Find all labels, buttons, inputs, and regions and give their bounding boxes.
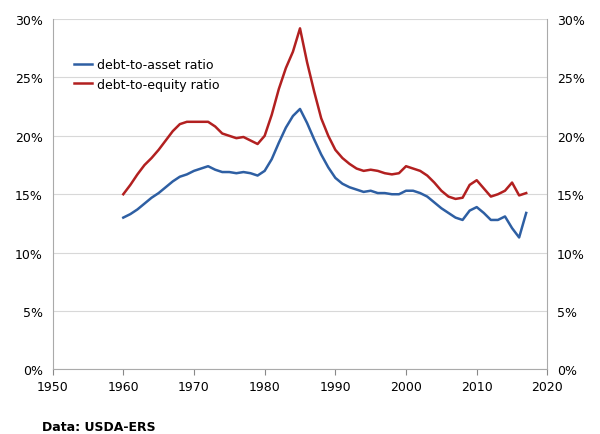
debt-to-asset ratio: [296, 107, 304, 112]
debt-to-asset ratio: [515, 235, 523, 240]
debt-to-equity ratio: [395, 171, 403, 176]
debt-to-asset ratio: [218, 170, 226, 175]
debt-to-asset ratio: [119, 216, 127, 221]
debt-to-equity ratio: [452, 197, 459, 202]
debt-to-asset ratio: [424, 194, 431, 200]
debt-to-asset ratio: [523, 211, 530, 216]
Text: Data: USDA-ERS: Data: USDA-ERS: [42, 420, 155, 433]
Line: debt-to-asset ratio: debt-to-asset ratio: [123, 110, 526, 238]
debt-to-equity ratio: [218, 132, 226, 137]
debt-to-asset ratio: [502, 214, 509, 220]
debt-to-equity ratio: [424, 174, 431, 179]
debt-to-equity ratio: [119, 192, 127, 197]
Legend: debt-to-asset ratio, debt-to-equity ratio: debt-to-asset ratio, debt-to-equity rati…: [69, 54, 225, 96]
debt-to-asset ratio: [466, 208, 473, 214]
Line: debt-to-equity ratio: debt-to-equity ratio: [123, 29, 526, 200]
debt-to-asset ratio: [212, 168, 219, 173]
debt-to-equity ratio: [523, 191, 530, 196]
debt-to-asset ratio: [395, 192, 403, 197]
debt-to-equity ratio: [508, 181, 515, 186]
debt-to-equity ratio: [473, 178, 481, 184]
debt-to-equity ratio: [212, 125, 219, 130]
debt-to-equity ratio: [296, 26, 304, 32]
